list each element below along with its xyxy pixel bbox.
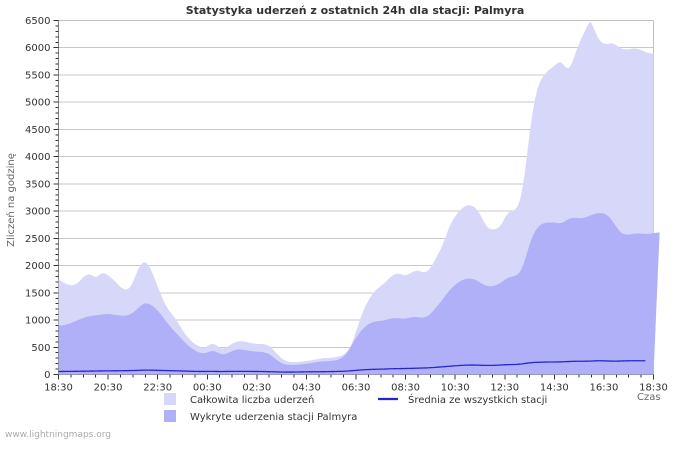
y-axis-ticks: 0 500 1000 1500 2000 2500 3000 3500 4000 4500 5000… bbox=[25, 16, 59, 381]
y-tick-label-5500: 5500 bbox=[25, 70, 50, 81]
y-tick-label-6500: 6500 bbox=[25, 16, 50, 27]
x-tick-label-5: 04:30 bbox=[292, 383, 321, 394]
x-tick-label-12: 18:30 bbox=[639, 383, 668, 394]
y-tick-label-4000: 4000 bbox=[25, 152, 50, 163]
y-tick-label-6000: 6000 bbox=[25, 43, 50, 54]
y-tick-label-2000: 2000 bbox=[25, 261, 50, 272]
y-axis-title: Zliczeń na godzinę bbox=[5, 153, 17, 247]
watermark-label: www.lightningmaps.org bbox=[5, 430, 111, 440]
x-tick-label-0: 18:30 bbox=[44, 383, 73, 394]
x-tick-label-9: 12:30 bbox=[490, 383, 519, 394]
chart-title: Statystyka uderzeń z ostatnich 24h dla s… bbox=[186, 4, 525, 17]
legend-label-1: Wykryte uderzenia stacji Palmyra bbox=[190, 412, 357, 423]
x-tick-label-8: 10:30 bbox=[441, 383, 470, 394]
y-tick-label-1500: 1500 bbox=[25, 288, 50, 299]
legend-swatch-box bbox=[164, 410, 176, 422]
legend-swatch-box bbox=[164, 393, 176, 405]
x-tick-label-1: 20:30 bbox=[94, 383, 123, 394]
y-tick-label-3000: 3000 bbox=[25, 207, 50, 218]
y-tick-label-4500: 4500 bbox=[25, 125, 50, 136]
x-tick-label-3: 00:30 bbox=[193, 383, 222, 394]
legend-label-0: Całkowita liczba uderzeń bbox=[190, 394, 314, 406]
line-series-average bbox=[58, 360, 646, 373]
x-tick-label-11: 16:30 bbox=[590, 383, 619, 394]
area-series-group bbox=[58, 21, 660, 375]
x-tick-label-6: 06:30 bbox=[342, 383, 371, 394]
legend: Całkowita liczba uderzeń Wykryte uderzeni… bbox=[164, 393, 547, 423]
y-tick-label-500: 500 bbox=[31, 343, 50, 354]
y-tick-label-1000: 1000 bbox=[25, 316, 50, 327]
x-tick-label-4: 02:30 bbox=[242, 383, 271, 394]
x-axis-title: Czas bbox=[637, 392, 661, 403]
x-axis-ticks: 18:30 20:30 22:30 00:30 02:30 04:30 06:30 08:30… bbox=[44, 374, 668, 394]
y-tick-label-2500: 2500 bbox=[25, 234, 50, 245]
y-tick-label-3500: 3500 bbox=[25, 179, 50, 190]
x-tick-label-2: 22:30 bbox=[143, 383, 172, 394]
legend-label-2: Średnia ze wszystkich stacji bbox=[408, 393, 547, 406]
x-tick-label-7: 08:30 bbox=[391, 383, 420, 394]
x-tick-label-10: 14:30 bbox=[540, 383, 569, 394]
y-tick-label-0: 0 bbox=[44, 370, 50, 381]
y-tick-label-5000: 5000 bbox=[25, 98, 50, 109]
line-series-group bbox=[58, 360, 646, 373]
area-series-station bbox=[58, 212, 660, 375]
